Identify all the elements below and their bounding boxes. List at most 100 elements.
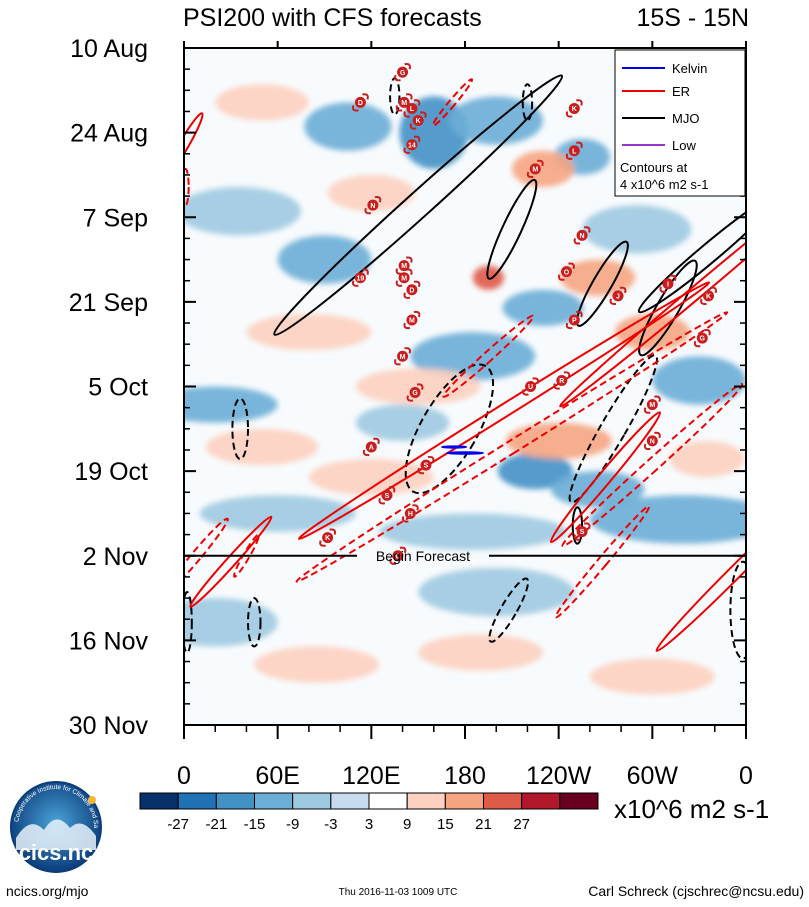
colorbar-unit-label: x10^6 m2 s-1 <box>614 794 769 824</box>
contour-kelvin-30 <box>440 445 468 449</box>
storm-label-1: D <box>358 100 363 107</box>
colorbar-label-4: -3 <box>324 816 337 833</box>
legend-note-line1: Contours at <box>620 160 688 175</box>
storm-arm-top-7 <box>362 268 369 276</box>
storm-arm-bottom-25 <box>406 395 414 402</box>
storm-arm-top-10 <box>413 280 421 288</box>
storm-marker-29: S <box>417 455 435 475</box>
anomaly-patch-31 <box>254 646 380 683</box>
storm-arm-bottom-10 <box>403 292 411 299</box>
storm-label-2: M <box>401 100 407 107</box>
storm-label-29: S <box>424 463 429 470</box>
anomaly-patch-4 <box>184 187 302 236</box>
storm-marker-22: M <box>394 347 411 366</box>
legend-label-er: ER <box>672 84 690 99</box>
storm-marker-11: M <box>403 310 421 330</box>
storm-arm-top-33 <box>329 528 337 535</box>
contour-mjo-4 <box>637 193 746 314</box>
x-tick-label-0: 0 <box>177 762 191 790</box>
storm-arm-top-27 <box>654 431 661 439</box>
y-tick-label-1: 24 Aug <box>70 120 148 148</box>
storm-dot-8 <box>398 260 410 272</box>
x-tick-label-4: 120W <box>526 762 592 790</box>
anomaly-patch-23 <box>246 313 372 351</box>
colorbar-swatch-7 <box>406 792 446 810</box>
storm-dot-16 <box>560 266 572 278</box>
storm-arm-bottom-9 <box>395 280 403 287</box>
storm-arm-top-34 <box>399 546 407 554</box>
logo-sun <box>88 796 96 804</box>
anomaly-patch-17 <box>418 567 575 617</box>
storm-arm-bottom-2 <box>395 105 403 112</box>
y-tick-label-8: 30 Nov <box>69 712 149 740</box>
storm-dot-28 <box>365 441 377 453</box>
storm-marker-25: G <box>406 383 424 402</box>
contour-mjo-12 <box>729 560 746 660</box>
storm-dot-2 <box>398 96 410 108</box>
storm-dot-33 <box>322 532 334 544</box>
contour-mjo-10 <box>488 577 530 643</box>
anomaly-patch-8 <box>410 332 536 381</box>
legend-label-mjo: MJO <box>672 111 699 126</box>
storm-arm-top-22 <box>404 347 411 354</box>
colorbar-label-5: 3 <box>365 816 373 833</box>
anomaly-patch-18 <box>184 598 278 647</box>
storm-arm-bottom-19 <box>700 298 707 305</box>
storm-arm-top-16 <box>568 262 575 269</box>
storm-arm-bottom-6 <box>364 207 372 215</box>
storm-label-23: U <box>528 384 533 391</box>
storm-dot-10 <box>406 284 418 296</box>
colorbar-swatch-11 <box>559 792 599 810</box>
storm-label-26: M <box>649 402 655 409</box>
storm-arm-bottom-33 <box>319 540 326 547</box>
y-tick-label-4: 5 Oct <box>88 374 148 402</box>
storm-arm-bottom-29 <box>417 467 425 475</box>
storm-arm-bottom-14 <box>565 153 573 160</box>
storm-arm-bottom-4 <box>409 123 417 130</box>
storm-label-30: S <box>385 493 390 500</box>
storm-label-33: K <box>325 535 330 542</box>
y-tick-label-0: 10 Aug <box>70 35 148 63</box>
y-tick-label-6: 2 Nov <box>83 543 149 571</box>
legend-box <box>614 49 746 197</box>
contour-er-23 <box>442 314 535 398</box>
storm-dot-1 <box>354 96 366 108</box>
storm-arm-top-30 <box>388 486 396 493</box>
storm-dot-24 <box>556 374 568 386</box>
storm-marker-19: K <box>700 286 717 305</box>
colorbar-swatch-2 <box>215 792 255 810</box>
colorbar-swatch-3 <box>254 792 294 810</box>
contour-er-16 <box>549 411 662 544</box>
storm-marker-33: K <box>319 528 337 547</box>
colorbar-swatch-8 <box>444 792 485 810</box>
anomaly-patch-5 <box>277 235 372 284</box>
storm-arm-bottom-30 <box>378 497 386 505</box>
storm-label-20: G <box>700 336 706 343</box>
contour-er-21 <box>295 311 729 583</box>
storm-arm-bottom-24 <box>553 383 560 390</box>
storm-label-3: L <box>410 106 415 113</box>
storm-arm-top-32 <box>583 522 591 529</box>
storm-arm-bottom-21 <box>565 322 573 330</box>
storm-arm-bottom-5 <box>403 147 411 154</box>
storm-arm-top-20 <box>704 329 711 336</box>
y-tick-label-2: 7 Sep <box>83 204 148 232</box>
colorbar-swatch-10 <box>521 792 561 810</box>
storm-arm-top-13 <box>537 159 544 167</box>
storm-arm-top-15 <box>583 226 591 233</box>
storm-marker-14: L <box>565 141 583 160</box>
storm-arm-top-26 <box>654 395 661 402</box>
logo-text: cics.nc <box>19 840 94 865</box>
contour-mjo-11 <box>247 597 262 648</box>
x-tick-label-3: 180 <box>444 762 486 790</box>
storm-marker-20: G <box>693 329 711 348</box>
storm-label-17: J <box>616 293 620 300</box>
storm-marker-21: P <box>565 310 583 330</box>
colorbar: -27 -21 -15 -9 -3 3 9 15 21 27 <box>139 792 599 833</box>
storm-arm-top-11 <box>413 310 421 318</box>
storm-marker-4: K <box>409 111 427 130</box>
anomaly-patch-21 <box>560 259 636 296</box>
storm-dot-9 <box>398 272 410 284</box>
anomaly-patch-20 <box>511 150 575 188</box>
